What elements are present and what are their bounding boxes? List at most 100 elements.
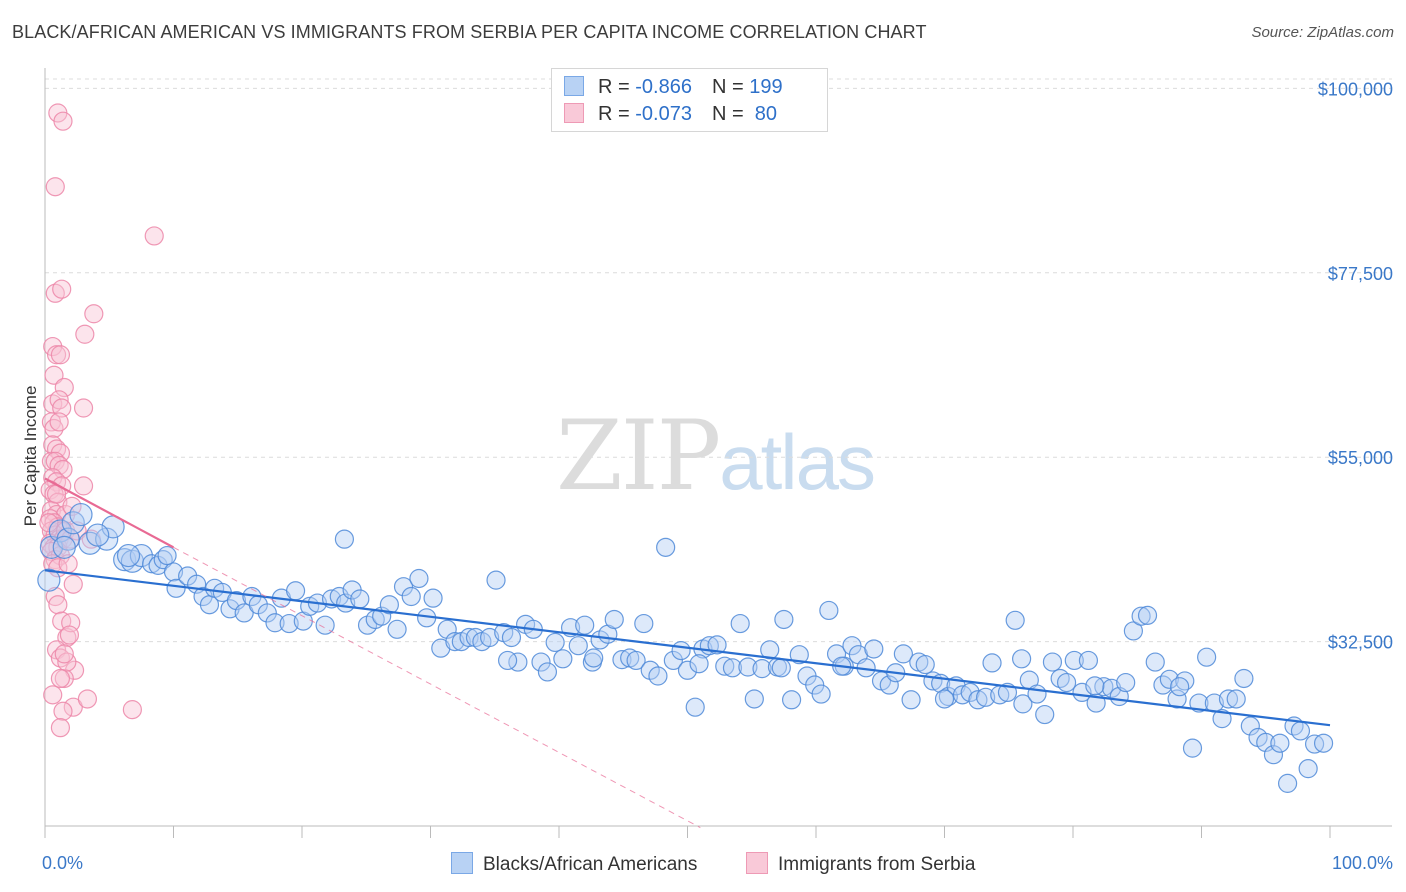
watermark: ZIPatlas [556, 400, 876, 512]
black-point [1056, 672, 1077, 693]
black-point [1175, 671, 1195, 691]
serbia-point [57, 627, 77, 648]
serbia-point [53, 111, 73, 131]
black-point [677, 660, 698, 680]
legend-swatch-black [564, 76, 584, 96]
black-point [1182, 738, 1203, 758]
black-point [1013, 694, 1033, 714]
black-point [1145, 652, 1165, 672]
serbia-point [49, 412, 69, 432]
axes [44, 68, 1392, 838]
serbia-point [64, 660, 85, 680]
black-point [752, 659, 772, 679]
black-point [738, 657, 758, 677]
black-point [689, 654, 709, 674]
black-point [86, 523, 110, 547]
legend-r-label: R = [598, 103, 636, 125]
legend-r-value-black: -0.866 [635, 76, 692, 98]
black-point [285, 581, 306, 601]
legend-swatch-serbia [746, 852, 768, 874]
black-point [1270, 733, 1290, 753]
legend-swatch-serbia [564, 103, 584, 123]
black-point [789, 645, 809, 665]
black-point [640, 660, 660, 680]
black-point [590, 630, 610, 650]
black-point [879, 675, 899, 695]
black-point [52, 535, 76, 559]
black-point [401, 586, 421, 607]
black-point [1035, 704, 1055, 725]
black-point [1064, 650, 1084, 671]
serbia-point [43, 685, 63, 705]
black-point [1277, 773, 1298, 793]
black-point [537, 662, 558, 682]
serbia-point [63, 574, 83, 594]
black-point [774, 609, 794, 630]
black-point [656, 537, 676, 557]
black-point [334, 529, 355, 549]
black-point [1027, 684, 1047, 704]
black-point [1298, 759, 1318, 779]
black-point [1159, 669, 1179, 689]
black-point [730, 613, 750, 634]
black-point [498, 650, 518, 671]
serbia-point [44, 365, 64, 385]
legend-n-value-black: 199 [749, 76, 783, 98]
black-point [1005, 610, 1025, 630]
black-point [553, 649, 573, 669]
black-point [760, 640, 780, 660]
black-point [604, 609, 624, 630]
serbia-point [73, 476, 94, 496]
y-tick-label: $55,000 [1328, 448, 1393, 468]
black-point [501, 627, 522, 648]
black-point [968, 690, 988, 710]
black-point [744, 689, 764, 709]
black-point [37, 568, 61, 592]
watermark-zip: ZIP [556, 400, 721, 512]
y-tick-label: $100,000 [1318, 79, 1393, 99]
serbia-point [122, 700, 142, 720]
black-point [715, 656, 735, 676]
black-point [1263, 745, 1284, 765]
y-tick-label: $77,500 [1328, 264, 1393, 284]
black-point [901, 690, 921, 710]
black-point [387, 619, 407, 639]
black-point [1240, 716, 1260, 736]
black-point [1078, 650, 1099, 671]
black-point [480, 627, 500, 648]
black-point [568, 636, 588, 656]
black-point [486, 570, 506, 590]
black-point [1234, 668, 1254, 689]
black-point [952, 685, 973, 705]
black-point [771, 658, 791, 678]
trend-extension-serbia [173, 546, 701, 829]
black-point [1085, 676, 1105, 696]
black-point [612, 650, 632, 670]
x-tick-label: 100.0% [1332, 853, 1393, 873]
black-point [315, 615, 335, 635]
serbia-point [54, 377, 74, 398]
black-point [1218, 689, 1239, 709]
legend-row-black: R = -0.866 N = 199 [564, 76, 783, 100]
legend-r-label: R = [598, 76, 636, 98]
serbia-point [50, 668, 71, 689]
black-point [459, 627, 479, 648]
legend-item-serbia: Immigrants from Serbia [746, 852, 975, 876]
black-point [234, 603, 254, 623]
black-point [893, 644, 913, 664]
legend-swatch-black [451, 852, 473, 874]
black-point [257, 603, 277, 623]
serbia-point [52, 279, 72, 299]
black-point [1313, 733, 1334, 753]
gridlines [45, 78, 1392, 643]
black-point [915, 654, 935, 675]
black-point [423, 588, 443, 608]
serbia-point [48, 595, 68, 615]
black-point [350, 589, 370, 609]
serbia-point [52, 398, 72, 418]
black-point [157, 545, 177, 566]
legend-item-black: Blacks/African Americans [451, 852, 697, 876]
black-point [379, 595, 399, 615]
black-point [357, 615, 378, 635]
